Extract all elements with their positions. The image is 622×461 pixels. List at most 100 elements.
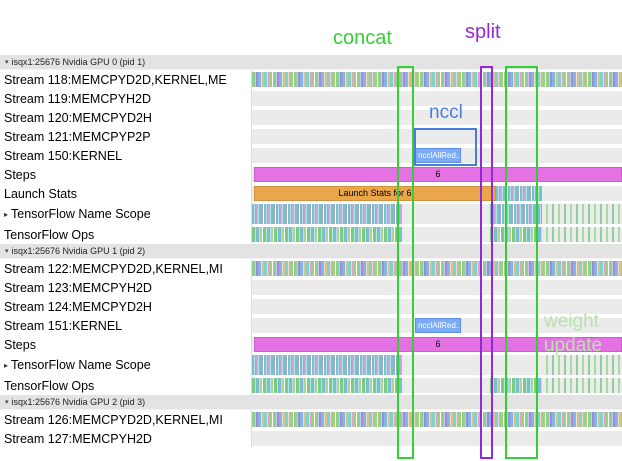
trace-event-bar[interactable] (252, 227, 402, 242)
track-row: Stream 119:MEMCPYH2D (0, 89, 622, 108)
track-row: Stream 121:MEMCPYP2P (0, 127, 622, 146)
track-label[interactable]: Stream 122:MEMCPYD2D,KERNEL,MI (0, 259, 251, 278)
track-label[interactable]: ▸ TensorFlow Name Scope (0, 354, 251, 376)
track-background (252, 355, 622, 375)
trace-event-bar[interactable] (546, 227, 620, 242)
track-label[interactable]: Stream 126:MEMCPYD2D,KERNEL,MI (0, 410, 251, 429)
collapse-icon[interactable]: ▾ (5, 59, 9, 66)
track-row: Launch Stats Launch Stats for 6 (0, 184, 622, 203)
section-header-label: isqx1:25676 Nvidia GPU 0 (pid 1) (11, 57, 146, 67)
track-timeline[interactable] (251, 70, 622, 89)
track-label[interactable]: TensorFlow Ops (0, 376, 251, 395)
track-timeline[interactable] (251, 297, 622, 316)
track-background: ncclAllRed... (252, 148, 622, 163)
track-timeline[interactable] (251, 203, 622, 225)
track-label[interactable]: Stream 118:MEMCPYD2D,KERNEL,ME (0, 70, 251, 89)
track-background (252, 227, 622, 242)
track-label[interactable]: Stream 127:MEMCPYH2D (0, 429, 251, 448)
track-timeline[interactable] (251, 278, 622, 297)
collapse-icon[interactable]: ▾ (5, 248, 9, 255)
trace-event-bar[interactable] (252, 261, 622, 276)
collapse-icon[interactable]: ▾ (5, 399, 9, 406)
track-timeline[interactable] (251, 89, 622, 108)
section-header-label: isqx1:25676 Nvidia GPU 1 (pid 2) (11, 246, 146, 256)
track-label-text: Stream 151:KERNEL (4, 318, 123, 333)
nccl-event-bar[interactable]: ncclAllRed... (415, 148, 461, 163)
track-row: Stream 123:MEMCPYH2D (0, 278, 622, 297)
track-label-text: Stream 127:MEMCPYH2D (4, 431, 152, 446)
track-label-text: Stream 123:MEMCPYH2D (4, 280, 152, 295)
track-label[interactable]: Stream 150:KERNEL (0, 146, 251, 165)
nccl-event-bar[interactable]: ncclAllRed... (415, 318, 461, 333)
track-label[interactable]: Stream 119:MEMCPYH2D (0, 89, 251, 108)
section-header-label: isqx1:25676 Nvidia GPU 2 (pid 3) (11, 397, 146, 407)
track-timeline[interactable] (251, 376, 622, 395)
track-label[interactable]: Stream 151:KERNEL (0, 316, 251, 335)
section-header[interactable]: ▾ isqx1:25676 Nvidia GPU 1 (pid 2) (0, 244, 622, 259)
trace-event-bar[interactable] (546, 355, 620, 375)
track-timeline[interactable] (251, 354, 622, 376)
track-label-text: TensorFlow Ops (4, 227, 95, 242)
track-label-text: Stream 126:MEMCPYD2D,KERNEL,MI (4, 412, 223, 427)
track-timeline[interactable] (251, 429, 622, 448)
trace-event-bar[interactable] (252, 378, 402, 393)
track-background (252, 412, 622, 427)
track-row: Stream 118:MEMCPYD2D,KERNEL,ME (0, 70, 622, 89)
track-timeline[interactable] (251, 259, 622, 278)
track-label-text: Stream 118:MEMCPYD2D,KERNEL,ME (4, 72, 227, 87)
track-label-text: TensorFlow Ops (4, 378, 95, 393)
trace-event-bar[interactable] (252, 355, 402, 375)
trace-event-bar[interactable] (546, 378, 620, 393)
track-row: TensorFlow Ops (0, 225, 622, 244)
expand-icon[interactable]: ▸ (4, 360, 9, 370)
track-background: Launch Stats for 6 (252, 186, 622, 201)
annotation-concat-label: concat (333, 27, 392, 49)
track-background (252, 299, 622, 314)
track-label-text: TensorFlow Name Scope (11, 358, 151, 372)
steps-bar[interactable]: 6 (254, 337, 622, 352)
track-background: 6 (252, 337, 622, 352)
trace-event-bar[interactable] (252, 72, 622, 87)
track-timeline[interactable]: ncclAllRed... (251, 146, 622, 165)
trace-event-bar[interactable] (496, 186, 542, 201)
track-row: Steps 6 (0, 335, 622, 354)
track-label[interactable]: Steps (0, 165, 251, 184)
track-label[interactable]: Stream 121:MEMCPYP2P (0, 127, 251, 146)
trace-event-bar[interactable] (546, 204, 620, 224)
track-row: ▸ TensorFlow Name Scope (0, 203, 622, 225)
track-row: Stream 124:MEMCPYD2H (0, 297, 622, 316)
trace-event-bar[interactable] (252, 412, 622, 427)
track-background (252, 280, 622, 295)
track-timeline[interactable]: 6 (251, 335, 622, 354)
track-label-text: Stream 119:MEMCPYH2D (4, 91, 152, 106)
expand-icon[interactable]: ▸ (4, 209, 9, 219)
steps-bar[interactable]: 6 (254, 167, 622, 182)
trace-event-bar[interactable] (490, 378, 542, 393)
track-label[interactable]: Stream 123:MEMCPYH2D (0, 278, 251, 297)
track-label[interactable]: Steps (0, 335, 251, 354)
track-label-text: Stream 124:MEMCPYD2H (4, 299, 152, 314)
trace-event-bar[interactable] (490, 227, 542, 242)
track-timeline[interactable] (251, 127, 622, 146)
track-timeline[interactable]: ncclAllRed... (251, 316, 622, 335)
track-timeline[interactable] (251, 225, 622, 244)
track-label[interactable]: TensorFlow Ops (0, 225, 251, 244)
track-timeline[interactable]: Launch Stats for 6 (251, 184, 622, 203)
track-label-text: Stream 150:KERNEL (4, 148, 123, 163)
section-header[interactable]: ▾ isqx1:25676 Nvidia GPU 0 (pid 1) (0, 55, 622, 70)
track-timeline[interactable] (251, 108, 622, 127)
track-row: TensorFlow Ops (0, 376, 622, 395)
track-row: Stream 122:MEMCPYD2D,KERNEL,MI (0, 259, 622, 278)
track-timeline[interactable] (251, 410, 622, 429)
trace-event-bar[interactable] (252, 204, 402, 224)
track-background (252, 378, 622, 393)
trace-event-bar[interactable] (490, 204, 542, 224)
track-label[interactable]: Stream 124:MEMCPYD2H (0, 297, 251, 316)
track-label[interactable]: Stream 120:MEMCPYD2H (0, 108, 251, 127)
track-background (252, 91, 622, 106)
track-timeline[interactable]: 6 (251, 165, 622, 184)
launch-stats-bar[interactable]: Launch Stats for 6 (254, 186, 496, 201)
track-label[interactable]: ▸ TensorFlow Name Scope (0, 203, 251, 225)
track-label[interactable]: Launch Stats (0, 184, 251, 203)
section-header[interactable]: ▾ isqx1:25676 Nvidia GPU 2 (pid 3) (0, 395, 622, 410)
